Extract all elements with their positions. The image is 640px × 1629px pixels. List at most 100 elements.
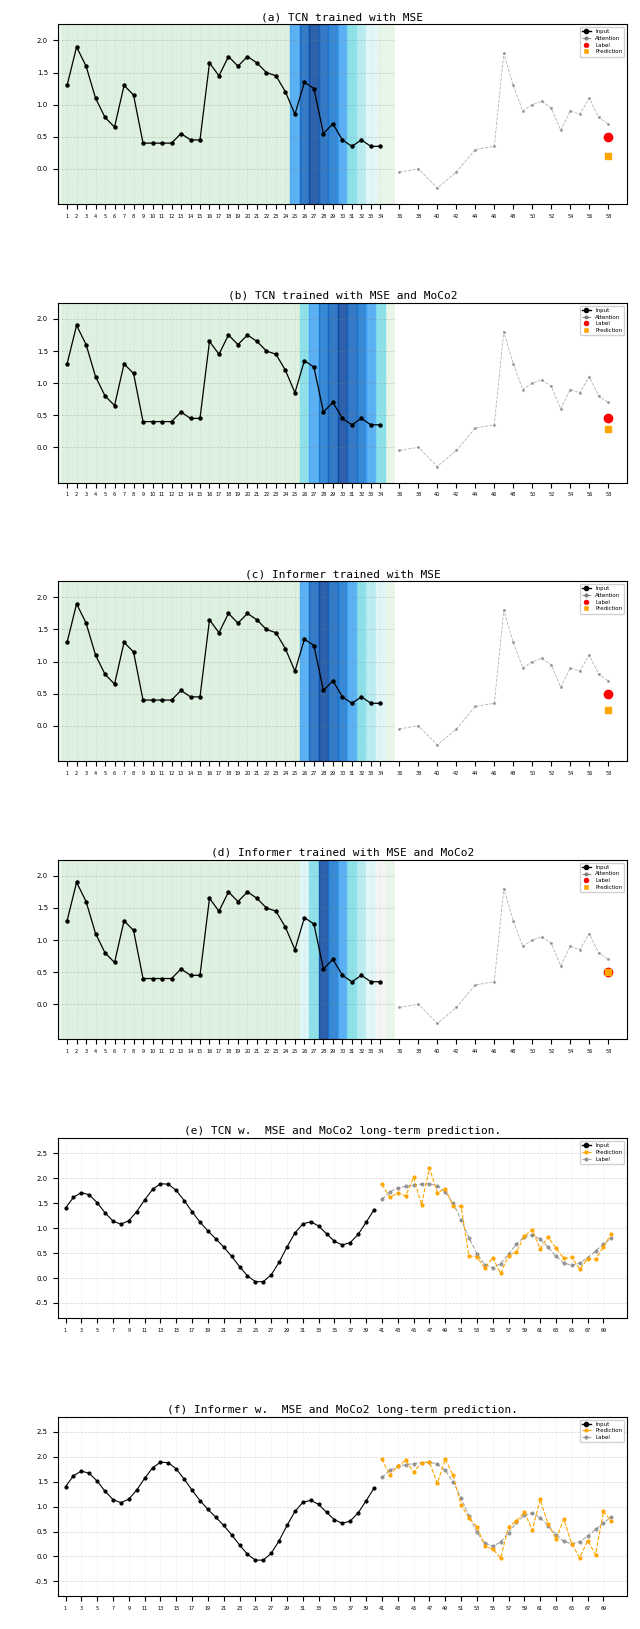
Input xyxy=(275,1531,283,1551)
Legend: Input, Prediction, Label: Input, Prediction, Label xyxy=(580,1419,625,1442)
Label: (60, 0.864): (60, 0.864) xyxy=(529,1504,536,1523)
Bar xyxy=(62,303,300,482)
Input xyxy=(117,1492,125,1512)
Legend: Input, Prediction, Label: Input, Prediction, Label xyxy=(580,1140,625,1163)
Label: (54, 0.268): (54, 0.268) xyxy=(481,1254,489,1274)
Prediction xyxy=(576,1259,584,1279)
Input xyxy=(172,1460,180,1479)
Input xyxy=(259,1272,267,1292)
Input xyxy=(101,1202,109,1222)
Bar xyxy=(376,860,385,1039)
Input xyxy=(212,1507,220,1526)
Input xyxy=(244,1544,252,1564)
Input xyxy=(283,1515,291,1535)
Prediction xyxy=(489,1248,497,1267)
Input xyxy=(275,1253,283,1272)
Bar xyxy=(62,582,300,761)
Bar xyxy=(309,582,319,761)
Label: (47, 1.89): (47, 1.89) xyxy=(426,1453,433,1473)
Bar xyxy=(376,303,385,482)
Bar xyxy=(356,24,366,204)
Prediction xyxy=(536,1240,544,1259)
Prediction xyxy=(418,1196,426,1215)
Label: (59, 0.829): (59, 0.829) xyxy=(520,1505,528,1525)
Prediction xyxy=(529,1520,536,1539)
Title: (e) TCN w.  MSE and MoCo2 long-term prediction.: (e) TCN w. MSE and MoCo2 long-term predi… xyxy=(184,1126,501,1135)
Input xyxy=(323,1223,330,1243)
Label: (49, 1.73): (49, 1.73) xyxy=(442,1461,449,1481)
Prediction xyxy=(465,1508,473,1528)
Label: (58, 0.682): (58, 0.682) xyxy=(513,1513,520,1533)
Prediction xyxy=(418,1453,426,1473)
Label: (46, 1.88): (46, 1.88) xyxy=(418,1175,426,1194)
Prediction xyxy=(600,1236,607,1256)
Prediction xyxy=(426,1453,433,1473)
Input xyxy=(220,1236,228,1256)
Prediction xyxy=(560,1249,568,1269)
Line: Label: Label xyxy=(381,1183,612,1269)
Label: (61, 0.781): (61, 0.781) xyxy=(536,1230,544,1249)
Line: Input: Input xyxy=(64,1183,376,1284)
Prediction xyxy=(592,1544,600,1564)
Label: (53, 0.484): (53, 0.484) xyxy=(473,1245,481,1264)
Label: (63, 0.437): (63, 0.437) xyxy=(552,1246,560,1266)
Input xyxy=(252,1551,259,1570)
Bar xyxy=(328,582,338,761)
Bar xyxy=(319,303,328,482)
Prediction xyxy=(576,1548,584,1567)
Prediction xyxy=(544,1515,552,1535)
Label: (64, 0.302): (64, 0.302) xyxy=(560,1531,568,1551)
Prediction xyxy=(473,1246,481,1266)
Prediction xyxy=(433,1474,441,1494)
Prediction xyxy=(513,1241,520,1261)
Input xyxy=(228,1246,236,1266)
Input xyxy=(133,1202,141,1222)
Label: (47, 1.89): (47, 1.89) xyxy=(426,1175,433,1194)
Input xyxy=(220,1515,228,1535)
Label: (50, 1.49): (50, 1.49) xyxy=(449,1194,457,1214)
Prediction xyxy=(536,1489,544,1508)
Bar xyxy=(338,860,347,1039)
Line: Prediction: Prediction xyxy=(381,1458,612,1559)
Prediction xyxy=(584,1249,591,1269)
Prediction xyxy=(481,1536,489,1556)
Input xyxy=(299,1214,307,1233)
Line: Input: Input xyxy=(64,1461,376,1562)
Input xyxy=(196,1491,204,1510)
Label: (44, 1.84): (44, 1.84) xyxy=(402,1455,410,1474)
Prediction xyxy=(497,1548,504,1567)
Label: (44, 1.84): (44, 1.84) xyxy=(402,1176,410,1196)
Label: (41, 1.58): (41, 1.58) xyxy=(378,1189,386,1209)
Label: (56, 0.29): (56, 0.29) xyxy=(497,1533,504,1552)
Prediction xyxy=(394,1456,402,1476)
Input xyxy=(283,1236,291,1256)
Label: (54, 0.268): (54, 0.268) xyxy=(481,1533,489,1552)
Bar xyxy=(338,303,347,482)
Prediction xyxy=(465,1246,473,1266)
Prediction xyxy=(410,1463,417,1482)
Prediction xyxy=(410,1168,417,1188)
Input xyxy=(85,1184,93,1204)
Prediction xyxy=(568,1535,575,1554)
Input xyxy=(164,1453,172,1473)
Input xyxy=(61,1478,69,1497)
Prediction xyxy=(473,1517,481,1536)
Input xyxy=(236,1256,243,1276)
Input xyxy=(339,1513,346,1533)
Bar xyxy=(338,582,347,761)
Bar xyxy=(366,860,376,1039)
Bar xyxy=(356,303,366,482)
Label: (66, 0.298): (66, 0.298) xyxy=(576,1531,584,1551)
Line: Label: Label xyxy=(381,1461,612,1548)
Label: (45, 1.86): (45, 1.86) xyxy=(410,1176,417,1196)
Prediction xyxy=(529,1220,536,1240)
Prediction xyxy=(449,1196,457,1215)
Prediction xyxy=(607,1223,615,1243)
Prediction xyxy=(489,1539,497,1559)
Input xyxy=(157,1453,164,1473)
Input xyxy=(315,1217,323,1236)
Input xyxy=(70,1188,77,1207)
Input xyxy=(188,1202,196,1222)
Bar xyxy=(395,860,640,1039)
Title: (b) TCN trained with MSE and MoCo2: (b) TCN trained with MSE and MoCo2 xyxy=(228,290,457,301)
